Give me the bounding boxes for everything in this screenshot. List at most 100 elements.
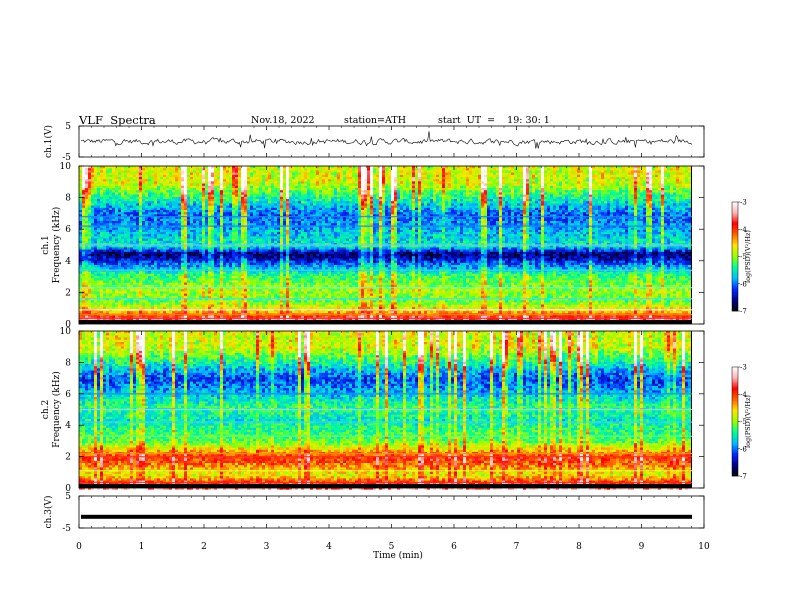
- ch1-spectrogram-cell: [607, 173, 610, 176]
- ch1-spectrogram-cell: [487, 168, 490, 171]
- ch1-spectrogram-cell: [460, 177, 463, 180]
- ch1-spectrogram-cell: [316, 175, 319, 178]
- ch1-spectrogram-cell: [280, 168, 283, 171]
- ch1-spectrogram-cell: [397, 168, 400, 171]
- ch1-spectrogram-cell: [319, 175, 322, 178]
- ch1-spectrogram-cell: [532, 175, 535, 178]
- ch1-spectrogram-cell: [271, 170, 274, 173]
- ch1-spectrogram-cell: [586, 175, 589, 178]
- ch1-spectrogram-cell: [127, 170, 130, 173]
- ch1-spectrogram-cell: [229, 173, 232, 176]
- ch1-spectrogram-cell: [598, 170, 601, 173]
- ch1-spectrogram-cell: [91, 170, 94, 173]
- ch1-spectrogram-cell: [481, 170, 484, 173]
- ch1-waveform-ytick-label: 5: [65, 122, 71, 132]
- ch1-spectrogram-cell: [301, 168, 304, 171]
- ch1-spectrogram-cell: [316, 177, 319, 180]
- ch1-spectrogram-cell: [316, 170, 319, 173]
- ch1-spectrogram-cell: [466, 177, 469, 180]
- ch1-spectrogram-cell: [406, 177, 409, 180]
- ch1-spectrogram-cell: [103, 177, 106, 180]
- ch1-spectrogram-cell: [469, 177, 472, 180]
- ch1-spectrogram-cell: [583, 168, 586, 171]
- ch1-spectrogram-cell: [163, 175, 166, 178]
- ch1-spectrogram-cell: [460, 175, 463, 178]
- ch1-spectrogram-cell: [574, 170, 577, 173]
- ch1-spectrogram-cell: [211, 173, 214, 176]
- ch1-spectrogram-cell: [286, 170, 289, 173]
- ch1-spectrogram-cell: [613, 168, 616, 171]
- ch1-spectrogram-cell: [277, 175, 280, 178]
- ch1-spectrogram-cell: [649, 175, 652, 178]
- ch1-spectrogram-cell: [298, 170, 301, 173]
- ch1-spectrogram-cell: [400, 168, 403, 171]
- ch1-spectrogram-cell: [580, 168, 583, 171]
- ch1-spectrogram-cell: [196, 177, 199, 180]
- ch1-spectrogram-cell: [469, 175, 472, 178]
- ch1-spectrogram-cell: [193, 170, 196, 173]
- ch1-spectrogram-cell: [367, 177, 370, 180]
- ch1-spectrogram-cell: [244, 168, 247, 171]
- ch1-spectrogram-cell: [643, 175, 646, 178]
- ch1-spectrogram-cell: [169, 170, 172, 173]
- ch1-spectrogram-cell: [241, 168, 244, 171]
- ch1-spectrogram-cell: [238, 170, 241, 173]
- ch1-spectrogram-cell: [646, 168, 649, 171]
- ch1-spectrogram-cell: [424, 170, 427, 173]
- ch1-spectrogram-cell: [520, 168, 523, 171]
- ch1-spectrogram-cell: [469, 173, 472, 176]
- ch1-spectrogram-cell: [394, 175, 397, 178]
- ch1-spectrogram-cell: [328, 177, 331, 180]
- ch1-spectrogram-cell: [184, 168, 187, 171]
- ch1-spectrogram-cell: [442, 170, 445, 173]
- ch1-spectrogram-cell: [358, 177, 361, 180]
- ch1-spectrogram-cell: [289, 177, 292, 180]
- ch1-spectrogram-cell: [565, 173, 568, 176]
- ch1-spectrogram-cell: [322, 177, 325, 180]
- ch1-spectrogram-cell: [403, 173, 406, 176]
- ch1-spectrogram-cell: [130, 175, 133, 178]
- ch1-spectrogram-cell: [421, 173, 424, 176]
- ch1-spectrogram-cell: [595, 168, 598, 171]
- ch1-spectrogram-cell: [259, 175, 262, 178]
- ch1-spectrogram-cell: [505, 173, 508, 176]
- ch1-spectrogram-cell: [463, 173, 466, 176]
- ch1-spectrogram-cell: [184, 173, 187, 176]
- ch1-spectrogram-cell: [484, 168, 487, 171]
- ch1-spectrogram-cell: [310, 175, 313, 178]
- ch1-spectrogram-cell: [457, 168, 460, 171]
- ch1-spectrogram-cell: [106, 168, 109, 171]
- ch1-spectrogram-cell: [310, 177, 313, 180]
- ch1-spectrogram-cell: [649, 173, 652, 176]
- ch1-spectrogram-cell: [337, 173, 340, 176]
- ch1-spectrogram-cell: [358, 173, 361, 176]
- ch1-spectrogram-cell: [484, 175, 487, 178]
- ch1-spectrogram-cell: [139, 173, 142, 176]
- ch1-spectrogram-cell: [160, 175, 163, 178]
- ch1-spectrogram-cell: [292, 175, 295, 178]
- ch1-spectrogram-cell: [565, 168, 568, 171]
- ch1-spectrogram-cell: [223, 175, 226, 178]
- ch1-spectrogram-cell: [532, 170, 535, 173]
- ch1-spectrogram-cell: [109, 173, 112, 176]
- ch1-spectrogram-cell: [304, 173, 307, 176]
- ch1-spectrogram-cell: [526, 173, 529, 176]
- ch1-spectrogram-cell: [388, 168, 391, 171]
- ch1-spectrogram-cell: [181, 177, 184, 180]
- ch1-spectrogram-cell: [295, 168, 298, 171]
- ch1-spectrogram-cell: [577, 173, 580, 176]
- ch1-spectrogram-cell: [361, 173, 364, 176]
- ch1-spectrogram-cell: [130, 168, 133, 171]
- ch1-spectrogram-cell: [160, 170, 163, 173]
- ch1-spectrogram-cell: [295, 173, 298, 176]
- ch1-spectrogram-cell: [211, 168, 214, 171]
- ch1-spectrogram-cell: [106, 170, 109, 173]
- ch1-spectrogram-cell: [550, 173, 553, 176]
- ch1-spectrogram-cell: [406, 175, 409, 178]
- ch1-spectrogram-cell: [328, 173, 331, 176]
- ch1-spectrogram-cell: [346, 170, 349, 173]
- ch1-spectrogram-cell: [88, 168, 91, 171]
- ch1-spectrogram-cell: [556, 168, 559, 171]
- ch1-spectrogram-cell: [202, 170, 205, 173]
- ch1-spectrogram-cell: [88, 173, 91, 176]
